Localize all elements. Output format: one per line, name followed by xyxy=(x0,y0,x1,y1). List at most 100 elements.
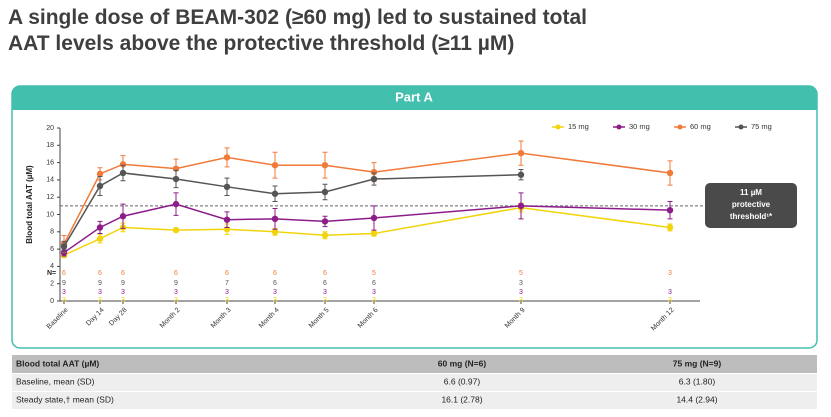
legend-label: 75 mg xyxy=(751,122,772,131)
table-header-bg xyxy=(12,355,817,373)
table-header: 75 mg (N=9) xyxy=(673,358,722,368)
n-count: 3 xyxy=(323,289,327,296)
n-count: 3 xyxy=(372,297,376,304)
annotation-text: protective xyxy=(732,200,771,209)
series-line xyxy=(63,206,671,256)
y-tick-label: 2 xyxy=(50,281,54,288)
table-header: 60 mg (N=6) xyxy=(438,358,487,368)
y-tick-label: 6 xyxy=(50,246,54,253)
table-header: Blood total AAT (µM) xyxy=(16,358,99,368)
n-count: 9 xyxy=(174,280,178,287)
panel-title: Part A xyxy=(395,89,433,104)
point xyxy=(119,213,127,220)
legend-marker xyxy=(738,124,744,130)
n-count: 3 xyxy=(98,289,102,296)
n-count: 5 xyxy=(372,270,376,277)
y-axis-label: Blood total AAT (µM) xyxy=(25,165,34,244)
series-line xyxy=(63,203,671,254)
n-count: 3 xyxy=(323,297,327,304)
point xyxy=(96,170,104,178)
annotation-text: 11 µM xyxy=(740,188,762,197)
point xyxy=(517,171,525,178)
n-count: 3 xyxy=(62,297,66,304)
point xyxy=(370,230,378,237)
n-count: 6 xyxy=(225,270,229,277)
n-count: 6 xyxy=(174,270,178,277)
point xyxy=(223,183,231,191)
n-count: 3 xyxy=(174,297,178,304)
point xyxy=(666,224,674,231)
y-tick-label: 0 xyxy=(50,298,54,305)
point xyxy=(370,214,378,222)
table-row-bg xyxy=(12,392,817,409)
legend-label: 60 mg xyxy=(690,122,711,131)
n-count: 6 xyxy=(273,270,277,277)
point xyxy=(96,224,104,231)
series-line xyxy=(63,152,671,245)
point xyxy=(223,216,231,223)
n-count: 3 xyxy=(519,280,523,287)
n-count: 3 xyxy=(121,297,125,304)
legend-marker xyxy=(616,124,622,130)
point xyxy=(666,206,674,214)
point xyxy=(321,232,329,239)
n-count: 3 xyxy=(225,297,229,304)
n-count: 6 xyxy=(62,270,66,277)
point xyxy=(321,218,329,225)
point xyxy=(370,168,378,176)
n-count: 3 xyxy=(372,289,376,296)
legend-label: 15 mg xyxy=(568,122,589,131)
annotation-text: threshold¹* xyxy=(730,212,773,221)
n-count: 3 xyxy=(98,297,102,304)
y-tick-label: 18 xyxy=(46,142,54,149)
y-tick-label: 20 xyxy=(46,125,54,132)
point xyxy=(517,149,525,157)
n-count: 6 xyxy=(273,280,277,287)
point xyxy=(271,190,279,197)
point xyxy=(172,200,180,208)
n-count: 3 xyxy=(668,297,672,304)
n-count: 6 xyxy=(323,270,327,277)
point xyxy=(172,226,180,234)
point xyxy=(370,175,378,183)
n-count: 3 xyxy=(174,289,178,296)
n-count: 3 xyxy=(668,289,672,296)
n-count: 3 xyxy=(225,289,229,296)
point xyxy=(271,161,279,169)
title-line: A single dose of BEAM-302 (≥60 mg) led t… xyxy=(8,6,587,29)
table-cell: Steady state,† mean (SD) xyxy=(16,394,114,404)
n-count: 3 xyxy=(273,289,277,296)
n-count: 3 xyxy=(519,297,523,304)
n-count: 9 xyxy=(121,280,125,287)
y-tick-label: 4 xyxy=(50,263,54,270)
point xyxy=(517,202,525,210)
n-count: 7 xyxy=(225,280,229,287)
legend-label: 30 mg xyxy=(629,122,650,131)
n-count: 3 xyxy=(62,289,66,296)
point xyxy=(119,169,127,177)
point xyxy=(271,228,279,235)
point xyxy=(321,161,329,169)
n-count: 6 xyxy=(323,280,327,287)
point xyxy=(172,175,180,183)
y-tick-label: 16 xyxy=(46,159,54,166)
n-count: 3 xyxy=(273,297,277,304)
n-count: 6 xyxy=(372,280,376,287)
n-count: 6 xyxy=(98,270,102,277)
legend-marker xyxy=(555,124,561,130)
title-line: AAT levels above the protective threshol… xyxy=(8,32,514,55)
n-label: N= xyxy=(47,270,56,277)
point xyxy=(60,243,68,250)
point xyxy=(96,182,104,190)
point xyxy=(666,169,674,177)
y-tick-label: 14 xyxy=(46,177,54,184)
n-count: 5 xyxy=(519,270,523,277)
panel-header xyxy=(12,86,817,110)
table-cell: 6.6 (0.97) xyxy=(444,376,481,386)
table-cell: 14.4 (2.94) xyxy=(676,394,717,404)
y-tick-label: 12 xyxy=(46,194,54,201)
y-tick-label: 8 xyxy=(50,229,54,236)
point xyxy=(271,215,279,223)
n-count: 9 xyxy=(62,280,66,287)
